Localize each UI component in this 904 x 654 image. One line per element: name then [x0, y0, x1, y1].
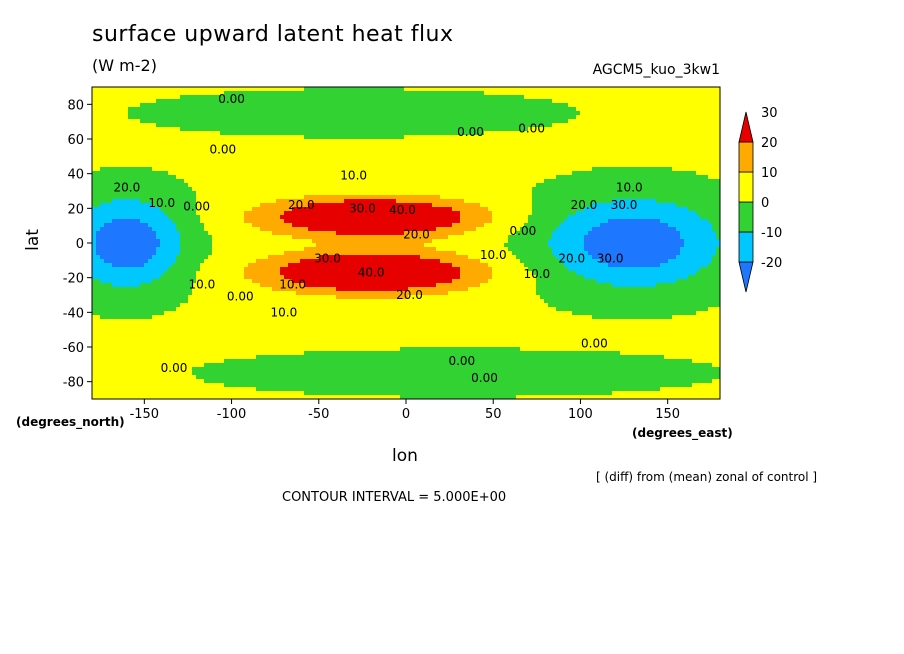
contour-label: 0.00 [471, 371, 498, 385]
x-tick-label: 100 [568, 407, 593, 422]
contour-label: 20.0 [114, 181, 141, 195]
contour-label: 40.0 [358, 265, 385, 279]
colorbar-label: -20 [761, 256, 782, 271]
contour-label: 0.00 [161, 361, 188, 375]
contour-label: 20.0 [288, 198, 315, 212]
colorbar-label: 0 [761, 196, 769, 211]
contour-label: 20.0 [396, 288, 423, 302]
contour-label: 0.00 [510, 224, 537, 238]
contour-label: 10.0 [271, 305, 298, 319]
contour-label: 20.0 [571, 198, 598, 212]
contour-label: 10.0 [279, 278, 306, 292]
chart-units: (W m-2) [92, 56, 157, 75]
y-tick-label: -80 [63, 376, 84, 391]
colorbar-segment [738, 111, 754, 143]
run-name: AGCM5_kuo_3kw1 [592, 62, 720, 78]
contour-label: 0.00 [218, 92, 245, 106]
contour-label: 30.0 [597, 252, 624, 266]
contour-label: 10.0 [480, 248, 507, 262]
y-tick-label: 0 [76, 237, 84, 252]
colorbar-label: 20 [761, 136, 778, 151]
chart-title: surface upward latent heat flux [92, 22, 454, 47]
x-tick-label: 0 [402, 407, 410, 422]
colorbar-segment [738, 201, 754, 233]
contour-label: 10.0 [616, 181, 643, 195]
y-tick-label: 40 [67, 168, 84, 183]
contour-label: 10.0 [148, 196, 175, 210]
contour-label: 20.0 [403, 227, 430, 241]
y-tick-label: 80 [67, 98, 84, 113]
annotation-note: [ (diff) from (mean) zonal of control ] [596, 470, 818, 484]
colorbar-segment [738, 171, 754, 203]
contour-interval: CONTOUR INTERVAL = 5.000E+00 [282, 490, 507, 505]
contour-label: 0.00 [183, 200, 210, 214]
contour-label: 30.0 [611, 198, 638, 212]
contour-label: 30.0 [314, 252, 341, 266]
y-tick-label: -20 [63, 272, 84, 287]
y-tick-label: -60 [63, 341, 84, 356]
colorbar-segment [738, 141, 754, 173]
contour-label: 0.00 [448, 354, 475, 368]
x-axis-label: lon [392, 446, 418, 466]
colorbar-label: 30 [761, 106, 778, 121]
contour-label: 0.00 [457, 125, 484, 139]
x-tick-label: 50 [485, 407, 502, 422]
colorbar-label: 10 [761, 166, 778, 181]
y-tick-label: -40 [63, 306, 84, 321]
contour-label: 10.0 [523, 267, 550, 281]
x-unit-label: (degrees_east) [632, 426, 733, 440]
x-tick-label: -150 [130, 407, 160, 422]
contour-label: 30.0 [349, 201, 376, 215]
contour-label: 0.00 [518, 122, 545, 136]
y-tick-label: 60 [67, 133, 84, 148]
contour-label: 10.0 [340, 168, 367, 182]
contour-label: 0.00 [227, 290, 254, 304]
colorbar-label: -10 [761, 226, 782, 241]
y-tick-label: 20 [67, 202, 84, 217]
contour-label: 20.0 [558, 252, 585, 266]
x-tick-label: -100 [217, 407, 247, 422]
colorbar-segment [738, 231, 754, 263]
y-unit-label: (degrees_north) [16, 415, 125, 429]
contour-label: 0.00 [209, 142, 236, 156]
x-tick-label: 150 [655, 407, 680, 422]
contour-label: 10.0 [189, 278, 216, 292]
heatmap-field [92, 87, 721, 400]
contour-label: 40.0 [389, 203, 416, 217]
contour-label: 0.00 [581, 337, 608, 351]
x-tick-label: -50 [308, 407, 329, 422]
colorbar-segment [738, 261, 754, 293]
